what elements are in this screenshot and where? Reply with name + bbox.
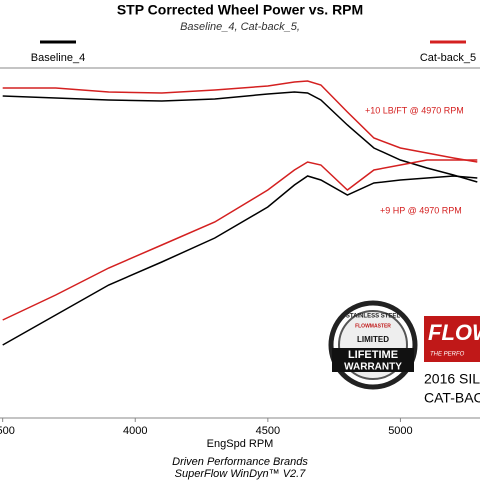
badge-text: LIFETIME: [348, 349, 398, 361]
logo-text: CAT-BAC: [424, 390, 480, 406]
legend-label: Cat-back_5: [420, 52, 476, 64]
series-line: [2, 159, 478, 321]
logo-text: THE PERFO: [430, 352, 465, 358]
badge-text: FLOWMASTER: [355, 323, 391, 329]
footer: SuperFlow WinDyn™ V2.7: [175, 468, 307, 480]
series-line: [2, 91, 478, 183]
chart-subtitle: Baseline_4, Cat-back_5,: [180, 21, 300, 33]
logo-text: 2016 SIL: [424, 371, 480, 387]
logo-text: FLOW: [428, 320, 480, 345]
series-line: [2, 175, 478, 346]
badge-text: STAINLESS STEEL: [346, 314, 401, 320]
badge-text: WARRANTY: [344, 362, 402, 373]
logo: STAINLESS STEEL FLOWMASTER LIMITED LIFETIME…: [328, 300, 480, 412]
legend-label: Baseline_4: [31, 52, 85, 64]
x-tick-label: 4000: [123, 425, 147, 437]
badge-text: LIMITED: [357, 335, 389, 344]
annotation: +9 HP @ 4970 RPM: [380, 205, 462, 215]
series-line: [2, 80, 478, 163]
chart-title: STP Corrected Wheel Power vs. RPM: [117, 2, 363, 18]
badge-band: [332, 348, 414, 372]
footer: Driven Performance Brands: [172, 456, 308, 468]
logo-red: [424, 316, 480, 362]
x-tick-label: 3500: [0, 425, 15, 437]
annotation: +10 LB/FT @ 4970 RPM: [365, 105, 464, 115]
x-axis-label: EngSpd RPM: [207, 438, 274, 450]
x-tick-label: 5000: [388, 425, 412, 437]
x-tick-label: 4500: [256, 425, 280, 437]
